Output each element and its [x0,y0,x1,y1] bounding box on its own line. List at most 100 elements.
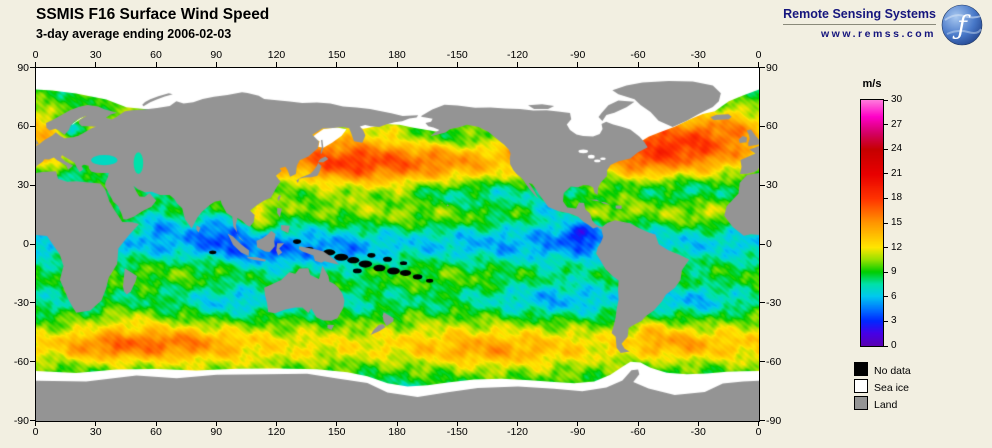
lon-tick-label-top: -30 [690,49,706,61]
land-swatch [854,396,868,410]
colorbar-tick-label: 3 [891,315,897,327]
colorbar-tick-label: 18 [891,192,903,204]
lon-tick-label-bottom: 180 [388,426,406,438]
colorbar-tick-mark [884,296,888,298]
lat-tick-label-left: -30 [13,296,29,309]
lon-tick-mark-bottom [517,421,518,426]
lon-tick-label-bottom: -120 [506,426,528,438]
sea-ice-label: Sea ice [874,382,910,394]
colorbar-tick-mark [884,148,888,150]
lat-tick-label-right: 0 [766,238,772,250]
colorbar-tick-mark [884,197,888,199]
colorbar-tick-label: 30 [891,94,903,105]
lon-tick-label-top: 120 [267,49,286,61]
no-data-swatch [854,362,868,376]
lon-tick-label-bottom: 0 [32,426,39,438]
lat-tick-mark-right [759,184,765,186]
lat-tick-label-right: 30 [766,179,778,192]
rss-globe-logo: ƒ [941,4,983,46]
colorbar-tick-mark [884,173,888,175]
lat-tick-label-left: -90 [13,414,29,427]
colorbar-frame [860,99,884,347]
lon-tick-label-bottom: 60 [150,426,162,438]
no-data-label: No data [874,365,911,377]
lon-tick-label-bottom: 30 [89,426,102,438]
lat-tick-mark-left [29,184,35,186]
lat-tick-mark-right [759,420,765,421]
lat-tick-label-left: 60 [17,120,29,133]
lat-tick-mark-left [29,125,35,127]
colorbar-tick-mark [884,99,888,101]
lon-tick-mark-top [697,62,699,67]
lat-tick-mark-right [759,125,765,127]
lon-tick-mark-bottom [215,421,217,426]
lon-tick-mark-bottom [396,421,398,426]
lon-tick-label-top: 60 [150,49,162,61]
lon-tick-mark-top [276,62,277,67]
lon-tick-label-top: -90 [570,49,586,61]
wind-speed-map [35,67,759,421]
lon-tick-mark-top [577,62,579,67]
lon-tick-label-bottom: 0 [755,426,762,438]
lon-tick-mark-top [155,62,157,67]
lat-tick-label-left: 90 [17,61,29,74]
lat-tick-label-right: 60 [766,120,778,133]
lon-tick-mark-bottom [155,421,157,426]
lon-tick-label-top: 180 [388,49,406,61]
lat-tick-label-left: 0 [23,238,29,250]
colorbar-unit-label: m/s [862,78,882,90]
colorbar [861,100,883,346]
lon-tick-mark-top [35,62,36,67]
colorbar-tick-label: 0 [891,340,897,351]
lat-tick-mark-left [29,361,35,363]
branding-rule [783,24,936,25]
lon-tick-label-bottom: 90 [210,426,223,438]
colorbar-tick-label: 12 [891,241,903,253]
lon-tick-mark-top [215,62,217,67]
colorbar-tick-label: 21 [891,167,903,179]
lon-tick-mark-top [637,62,639,67]
page-subtitle: 3-day average ending 2006-02-03 [36,27,232,41]
lon-tick-label-bottom: -30 [690,426,706,438]
colorbar-tick-mark [884,222,888,224]
lon-tick-label-bottom: -90 [570,426,586,438]
lon-tick-label-top: -60 [630,49,646,61]
lat-tick-label-right: 90 [766,61,778,74]
legend-item-sea-ice: Sea ice [854,379,909,394]
colorbar-tick-label: 24 [891,143,903,155]
lat-tick-mark-left [29,302,35,304]
lon-tick-label-top: -120 [506,49,528,61]
lat-tick-mark-right [759,67,765,68]
lon-tick-mark-top [456,62,458,67]
colorbar-tick-label: 6 [891,290,897,302]
lon-tick-label-bottom: 120 [267,426,286,438]
lon-tick-mark-bottom [276,421,277,426]
page-title: SSMIS F16 Surface Wind Speed [36,6,270,23]
lat-tick-label-right: -90 [766,414,782,427]
lon-tick-mark-bottom [577,421,579,426]
lon-tick-mark-bottom [95,421,97,426]
lon-tick-label-top: 30 [89,49,102,61]
lon-tick-mark-bottom [336,421,338,426]
lat-tick-label-left: -60 [13,355,29,368]
lat-tick-mark-right [759,243,765,245]
legend-item-no-data: No data [854,362,911,377]
lon-tick-mark-top [396,62,398,67]
lon-tick-label-top: 90 [210,49,223,61]
lon-tick-mark-top [336,62,338,67]
lon-tick-mark-bottom [758,421,759,426]
lon-tick-mark-bottom [35,421,36,426]
lat-tick-mark-left [29,420,35,421]
lat-tick-mark-right [759,302,765,304]
map-frame [34,66,760,422]
lon-tick-label-bottom: -60 [630,426,646,438]
org-url-link[interactable]: www.remss.com [821,28,936,40]
colorbar-tick-mark [884,271,888,273]
svg-text:ƒ: ƒ [952,11,971,41]
lon-tick-label-top: -150 [446,49,468,61]
colorbar-tick-label: 15 [891,217,903,228]
lon-tick-label-top: 0 [755,49,762,61]
colorbar-tick-mark [884,247,888,249]
lat-tick-label-right: -60 [766,355,782,368]
